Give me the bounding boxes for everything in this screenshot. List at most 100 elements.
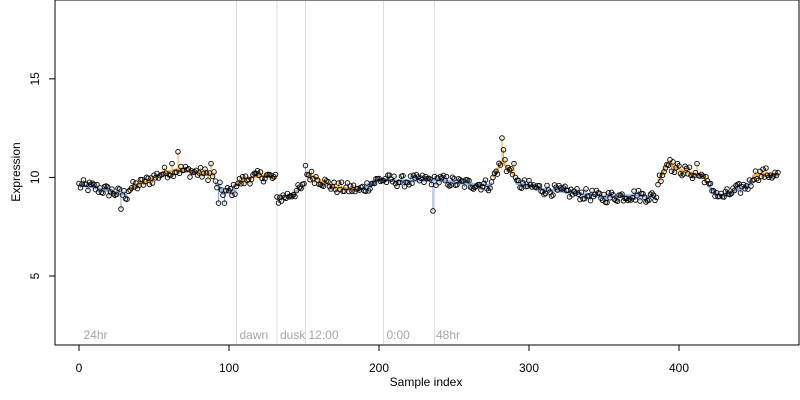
data-point — [100, 190, 106, 196]
data-point — [520, 180, 526, 186]
data-point — [604, 199, 610, 206]
data-point — [217, 179, 223, 186]
data-point — [536, 182, 543, 189]
time-annotation: 0:00 — [387, 328, 411, 342]
data-point — [686, 164, 693, 170]
time-annotation: 12:00 — [309, 328, 339, 342]
data-point — [718, 190, 724, 197]
data-point — [338, 179, 345, 185]
data-point — [250, 172, 256, 178]
data-point — [371, 180, 378, 187]
data-point — [619, 191, 625, 197]
data-point — [290, 192, 297, 198]
data-point — [431, 173, 438, 180]
data-point — [727, 191, 733, 198]
data-point — [124, 196, 130, 202]
data-point — [305, 172, 312, 178]
data-point — [721, 194, 727, 200]
data-point — [697, 173, 703, 179]
data-point — [655, 181, 661, 188]
data-point — [238, 181, 244, 187]
data-point — [235, 180, 241, 187]
data-point — [215, 200, 222, 206]
data-point — [479, 184, 486, 190]
data-point — [772, 169, 778, 176]
data-point — [88, 181, 94, 188]
data-point — [160, 171, 166, 177]
time-annotation: 48hr — [436, 328, 460, 342]
data-point — [496, 160, 502, 167]
x-tick-label: 100 — [219, 361, 239, 375]
data-point — [256, 172, 262, 179]
data-point — [574, 186, 580, 192]
data-point — [203, 170, 210, 176]
data-point — [248, 176, 255, 183]
data-point — [775, 169, 781, 176]
time-annotation: dusk — [280, 328, 306, 342]
data-point — [344, 180, 351, 186]
data-point — [167, 172, 174, 179]
data-point — [400, 172, 406, 179]
data-point — [461, 184, 468, 190]
data-point — [550, 192, 556, 198]
data-point — [391, 173, 397, 179]
data-point — [146, 181, 153, 188]
data-point — [140, 182, 147, 188]
data-point — [508, 165, 514, 172]
data-points — [76, 135, 781, 214]
data-point — [427, 176, 433, 182]
data-point — [515, 177, 522, 184]
data-point — [587, 197, 594, 204]
data-point — [640, 191, 646, 197]
data-point — [239, 173, 246, 180]
data-point — [334, 189, 340, 196]
data-point — [724, 186, 730, 192]
data-point — [293, 187, 300, 194]
x-tick-label: 200 — [369, 361, 389, 375]
data-point — [646, 197, 652, 203]
data-point — [700, 173, 706, 179]
data-point — [685, 171, 691, 177]
data-point — [187, 174, 193, 180]
data-point — [749, 177, 756, 184]
data-point — [443, 173, 450, 180]
data-point — [278, 198, 285, 204]
data-point — [565, 187, 571, 194]
data-point — [583, 186, 589, 192]
data-point — [383, 179, 390, 186]
data-point — [745, 186, 751, 192]
data-point — [262, 175, 268, 182]
data-point — [307, 177, 313, 183]
data-point — [454, 182, 460, 188]
data-point — [668, 168, 675, 174]
data-point — [641, 194, 648, 200]
data-point — [283, 195, 289, 202]
data-point — [748, 183, 754, 189]
data-point — [430, 208, 436, 214]
data-point — [679, 172, 685, 179]
data-point — [688, 172, 694, 179]
data-point — [755, 177, 762, 184]
data-point — [85, 187, 91, 194]
data-point — [257, 169, 264, 175]
y-axis-title: Expression — [9, 142, 23, 201]
data-point — [683, 165, 690, 172]
data-point — [493, 168, 499, 175]
data-point — [109, 186, 115, 192]
data-point — [382, 176, 388, 182]
data-point — [175, 149, 181, 155]
time-annotation: dawn — [240, 328, 269, 342]
data-point — [647, 191, 654, 198]
data-point — [220, 192, 226, 198]
data-point — [728, 190, 735, 197]
x-tick-label: 300 — [519, 361, 539, 375]
data-point — [362, 188, 369, 195]
data-point — [473, 183, 480, 189]
data-point — [482, 177, 489, 183]
data-point — [320, 183, 327, 189]
data-point — [221, 200, 228, 206]
data-point — [731, 187, 738, 194]
y-tick-label: 5 — [28, 272, 42, 279]
time-annotations: 24hr dawn dusk 12:00 0:00 48hr — [84, 328, 461, 342]
